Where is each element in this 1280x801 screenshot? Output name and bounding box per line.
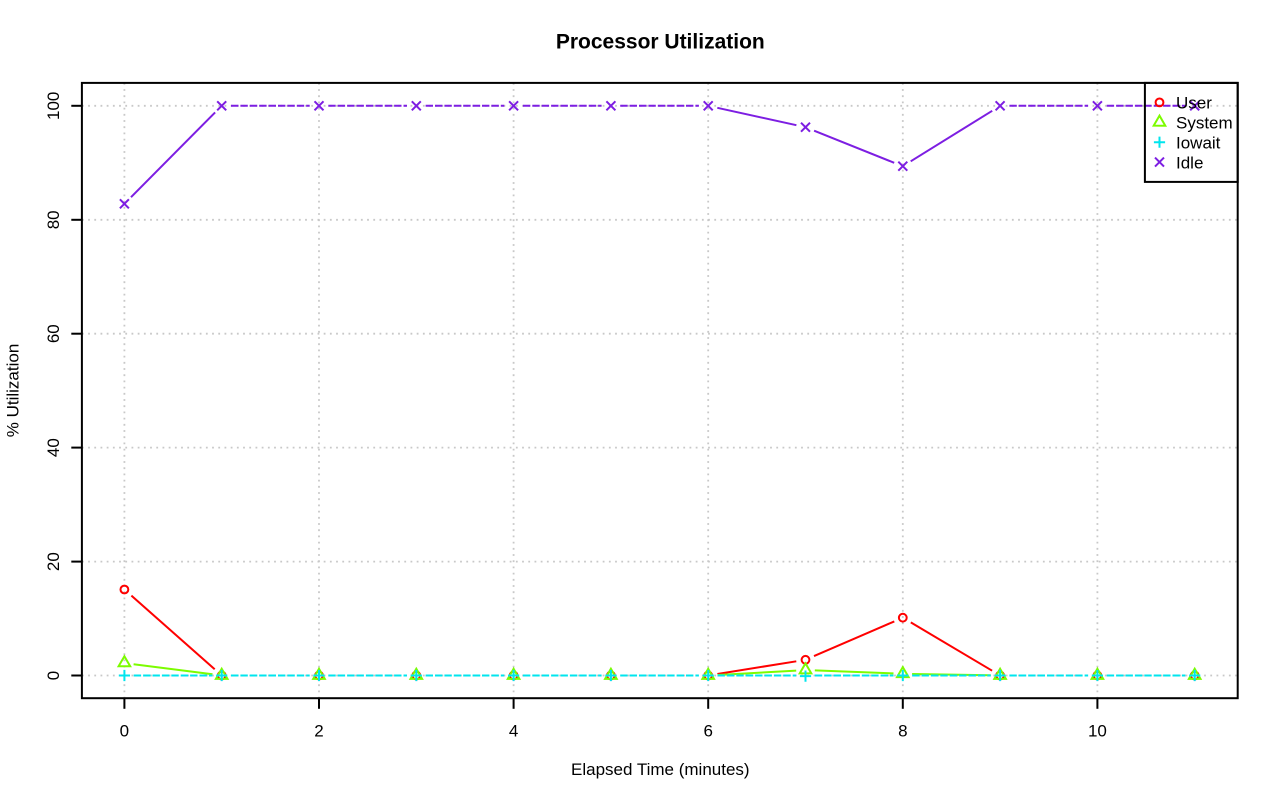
svg-text:60: 60 (44, 324, 63, 343)
svg-text:0: 0 (44, 671, 63, 680)
svg-text:4: 4 (509, 721, 518, 740)
svg-text:Iowait: Iowait (1176, 133, 1221, 152)
svg-text:80: 80 (44, 210, 63, 229)
svg-text:2: 2 (314, 721, 323, 740)
svg-text:6: 6 (703, 721, 712, 740)
svg-text:% Utilization: % Utilization (4, 344, 23, 438)
svg-text:Elapsed Time (minutes): Elapsed Time (minutes) (571, 760, 750, 779)
svg-text:100: 100 (44, 92, 63, 120)
svg-text:10: 10 (1088, 721, 1107, 740)
svg-text:Processor Utilization: Processor Utilization (556, 31, 765, 54)
svg-text:20: 20 (44, 552, 63, 571)
svg-text:0: 0 (120, 721, 129, 740)
svg-text:User: User (1176, 94, 1212, 113)
svg-text:40: 40 (44, 438, 63, 457)
svg-text:8: 8 (898, 721, 907, 740)
svg-text:System: System (1176, 114, 1233, 133)
svg-text:Idle: Idle (1176, 153, 1203, 172)
